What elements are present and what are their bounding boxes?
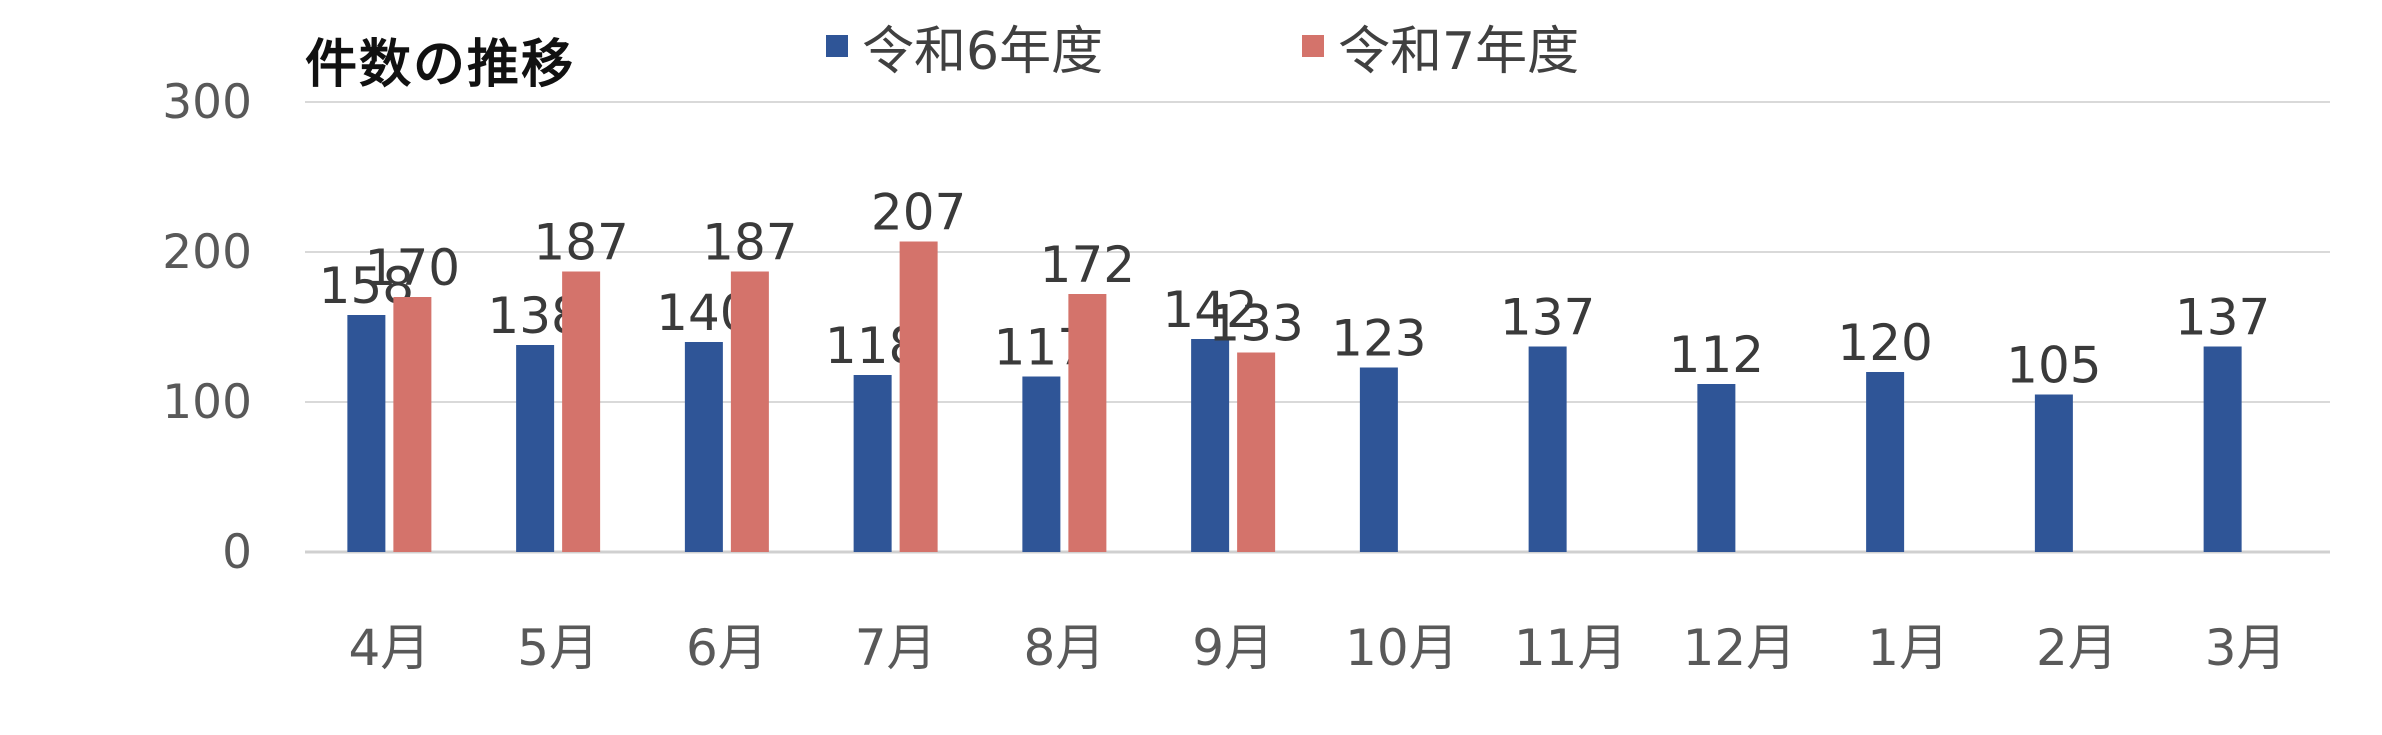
data-label-series-1: 123 [1331, 310, 1426, 368]
bar-series-2 [730, 271, 769, 552]
data-label-series-2: 133 [1208, 295, 1303, 353]
bar-series-1 [516, 345, 555, 552]
x-tick-label: 2月 [2036, 619, 2118, 677]
data-label-series-2: 207 [871, 184, 966, 242]
data-label-series-1: 137 [2175, 289, 2270, 347]
bar-series-1 [2034, 394, 2073, 552]
x-tick-label: 10月 [1345, 619, 1459, 677]
data-label-series-2: 187 [533, 214, 628, 272]
x-tick-label: 5月 [517, 619, 599, 677]
data-label-series-1: 120 [1837, 314, 1932, 372]
y-tick-label: 0 [222, 525, 252, 580]
bar-series-2 [562, 271, 601, 552]
data-label-series-2: 172 [1040, 236, 1135, 294]
data-label-series-2: 187 [702, 214, 797, 272]
y-tick-label: 100 [162, 375, 252, 430]
bar-series-1 [347, 315, 386, 552]
bar-series-2 [1068, 294, 1107, 552]
bar-series-2 [1237, 352, 1276, 552]
data-label-series-1: 142 [1162, 281, 1257, 339]
y-tick-label: 300 [162, 75, 252, 130]
bar-series-1 [1697, 384, 1736, 552]
x-tick-label: 7月 [855, 619, 937, 677]
x-tick-label: 9月 [1192, 619, 1274, 677]
legend-item-series-2: 令和7年度 [1302, 14, 1579, 82]
bar-series-1 [1528, 346, 1567, 552]
x-tick-label: 3月 [2205, 619, 2287, 677]
legend-item-series-1: 令和6年度 [826, 14, 1103, 82]
y-tick-label: 200 [162, 225, 252, 280]
bar-series-2 [393, 297, 432, 552]
data-label-series-1: 105 [2006, 337, 2101, 395]
legend-swatch-series-2 [1302, 35, 1324, 57]
legend-label-series-1: 令和6年度 [862, 21, 1104, 82]
x-tick-label: 12月 [1683, 619, 1797, 677]
bar-series-1 [1866, 372, 1905, 552]
x-tick-label: 1月 [1867, 619, 1949, 677]
bar-series-1 [1359, 367, 1398, 552]
bar-series-1 [684, 342, 723, 552]
x-tick-label: 11月 [1514, 619, 1628, 677]
data-label-series-2: 170 [365, 239, 460, 297]
legend-swatch-series-1 [826, 35, 848, 57]
data-label-series-1: 137 [1500, 289, 1595, 347]
x-tick-label: 8月 [1023, 619, 1105, 677]
data-label-series-1: 112 [1669, 326, 1764, 384]
chart-title: 件数の推移 [305, 35, 576, 95]
bar-series-2 [899, 241, 938, 552]
x-tick-label: 4月 [348, 619, 430, 677]
x-tick-label: 6月 [686, 619, 768, 677]
bar-series-1 [1191, 339, 1230, 552]
bar-series-1 [1022, 376, 1061, 552]
bar-series-1 [2203, 346, 2242, 552]
bar-series-1 [853, 375, 892, 552]
legend-label-series-2: 令和7年度 [1338, 21, 1580, 82]
